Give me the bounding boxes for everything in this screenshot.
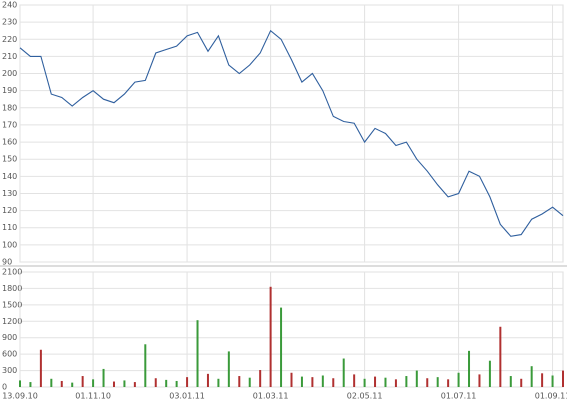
y-tick-label: 0 [2,383,7,392]
y-tick-label: 1500 [2,300,22,309]
volume-bar [541,373,544,387]
volume-bar [60,380,63,387]
volume-bar [436,377,439,387]
x-tick-label: 03.01.11 [169,392,205,401]
volume-bar [102,368,105,387]
volume-bar [457,372,460,387]
x-tick-label: 01.07.11 [441,392,477,401]
x-tick-label: 01.03.11 [253,392,289,401]
volume-bar [290,372,293,387]
volume-bar [353,374,356,387]
y-tick-label: 90 [2,258,12,267]
volume-bar [238,376,241,387]
volume-bar [530,366,533,387]
volume-bar [311,377,314,387]
volume-bar [300,376,303,387]
volume-bar [112,381,115,387]
volume-bar [478,374,481,387]
volume-bar [154,378,157,387]
volume-bar [144,344,147,387]
volume-bar [447,379,450,387]
x-tick-label: 01.09.11 [535,392,567,401]
volume-bar [123,380,126,387]
y-tick-label: 240 [2,1,17,10]
y-tick-label: 220 [2,35,17,44]
volume-bar [217,378,220,387]
volume-bar [562,370,564,387]
volume-bar [363,378,366,387]
x-tick-label: 02.05.11 [347,392,383,401]
y-tick-label: 180 [2,103,17,112]
y-tick-label: 2100 [2,268,22,277]
y-tick-label: 1800 [2,284,22,293]
x-tick-label: 01.11.10 [75,392,111,401]
volume-bar [227,351,230,387]
volume-bar [196,320,199,387]
volume-bar [384,377,387,387]
y-tick-label: 140 [2,172,17,181]
volume-bar [499,326,502,387]
volume-bar [332,378,335,387]
volume-bar [175,380,178,387]
volume-bar [520,378,523,387]
volume-bar [488,360,491,387]
volume-bar [248,377,251,387]
volume-bar [394,379,397,387]
volume-bar [92,379,95,387]
x-tick-label: 13.09.10 [2,392,38,401]
y-tick-label: 230 [2,18,17,27]
y-tick-label: 200 [2,69,17,78]
volume-bar [71,382,74,387]
y-tick-label: 100 [2,240,17,249]
y-tick-label: 300 [2,366,17,375]
y-tick-label: 900 [2,333,17,342]
volume-bar [415,370,418,387]
volume-bar [81,376,84,387]
volume-bar [50,378,53,387]
volume-bar [405,376,408,387]
volume-bar [468,350,471,387]
volume-bar [321,375,324,387]
y-tick-label: 150 [2,155,17,164]
y-tick-label: 190 [2,86,17,95]
price-line [19,29,564,237]
y-tick-label: 1200 [2,317,22,326]
volume-bar [551,375,554,387]
volume-bar [39,349,42,387]
volume-bar [509,376,512,387]
y-tick-label: 110 [2,223,17,232]
volume-frame [19,271,564,388]
volume-bar [426,378,429,387]
volume-bar [133,382,136,387]
volume-bar [19,380,21,387]
volume-bar [186,377,189,387]
volume-bar [269,286,272,387]
y-tick-label: 130 [2,189,17,198]
price-frame [19,4,564,263]
y-tick-label: 210 [2,52,17,61]
volume-bar [280,307,283,387]
y-tick-label: 170 [2,120,17,129]
volume-bar [29,382,32,387]
y-tick-label: 600 [2,350,17,359]
volume-bar [165,379,168,387]
y-tick-label: 120 [2,206,17,215]
volume-bar [374,376,377,387]
y-tick-label: 160 [2,138,17,147]
volume-bar [206,373,209,387]
volume-bar [342,358,345,387]
volume-bar [259,370,262,387]
